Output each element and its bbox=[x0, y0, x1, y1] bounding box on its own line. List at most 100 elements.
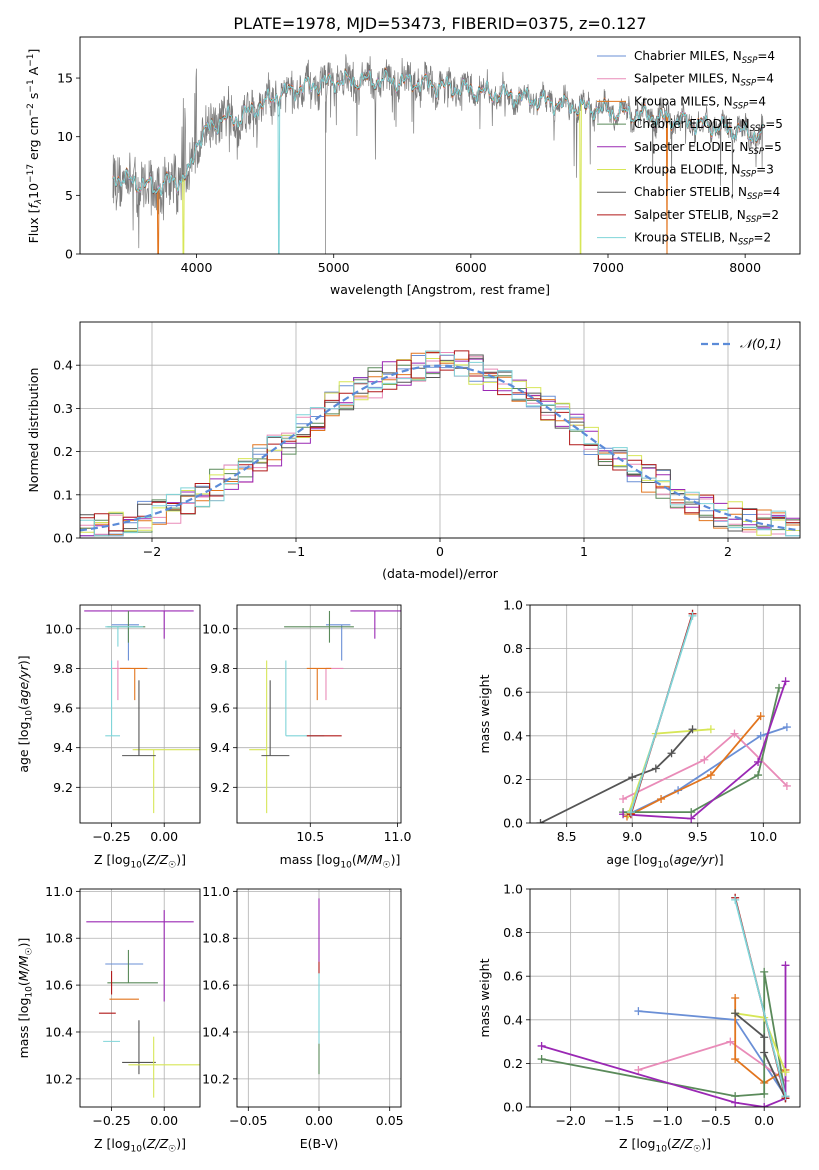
y-tick-label: 0.0 bbox=[503, 816, 523, 831]
x-tick-label: −1 bbox=[287, 544, 305, 559]
x-tick-label: 2 bbox=[724, 544, 732, 559]
errorbar-kroupa-elodie bbox=[132, 749, 200, 814]
y-tick-label: 15 bbox=[57, 71, 73, 86]
panel-weight-vs-Z: −2.0 −1.5 −1.0 −0.5 0.0 0.0 0.2 0.4 0.6 0.8 1.0 Z [… bbox=[477, 882, 801, 1155]
weight-marker bbox=[726, 1037, 735, 1046]
weight-line bbox=[627, 728, 711, 815]
weight-marker bbox=[537, 1055, 546, 1064]
weight-marker bbox=[706, 725, 715, 734]
axes-frame bbox=[79, 36, 801, 255]
weight-marker bbox=[760, 1048, 769, 1057]
x-tick-label: −2.0 bbox=[555, 1113, 585, 1128]
weight-series-chabrier-stelib bbox=[536, 725, 697, 823]
weight-marker bbox=[687, 814, 696, 823]
y-axis-label: mass [log10(M/M☉)] bbox=[16, 938, 35, 1059]
weight-series-kroupa-stelib bbox=[731, 895, 790, 1101]
x-tick-label: 10.5 bbox=[296, 829, 324, 844]
y-tick-label: 0.2 bbox=[503, 1056, 523, 1071]
errorbar-chabrier-elodie bbox=[284, 610, 354, 643]
weight-series-salpeter-elodie bbox=[537, 961, 790, 1107]
y-tick-label: 0.3 bbox=[53, 401, 73, 416]
x-tick-label: 11.0 bbox=[384, 829, 412, 844]
weight-marker bbox=[700, 755, 709, 764]
legend-entry: Chabrier ELODIE, NSSP=5 bbox=[634, 117, 783, 134]
errorbar-chabrier-elodie bbox=[107, 949, 158, 984]
errorbar-salpeter-elodie bbox=[84, 610, 194, 639]
weight-line bbox=[734, 1012, 787, 1099]
weight-marker bbox=[756, 731, 765, 740]
weight-series-salpeter-miles bbox=[634, 1037, 790, 1085]
plot-area bbox=[80, 350, 800, 537]
y-tick-label: 0.0 bbox=[53, 531, 73, 546]
weight-marker bbox=[651, 764, 660, 773]
weight-marker bbox=[760, 1089, 769, 1098]
errorbar-kroupa-stelib bbox=[105, 660, 120, 737]
x-tick-label: −1.0 bbox=[652, 1113, 682, 1128]
y-tick-label: 0.4 bbox=[503, 1012, 523, 1027]
weight-series-chabrier-stelib bbox=[731, 1009, 790, 1103]
axes-frame bbox=[236, 604, 402, 824]
errorbar-chabrier-stelib bbox=[122, 680, 156, 757]
weight-line bbox=[623, 681, 787, 820]
errorbar-kroupa-stelib bbox=[285, 660, 325, 737]
x-tick-label: 9.0 bbox=[622, 829, 642, 844]
y-tick-label: 9.2 bbox=[210, 780, 230, 795]
axes-frame bbox=[529, 604, 801, 824]
y-tick-label: 10.2 bbox=[202, 1071, 230, 1086]
weight-marker bbox=[731, 1098, 740, 1107]
y-tick-label: 5 bbox=[65, 188, 73, 203]
histogram-salpeter-stelib bbox=[80, 350, 800, 532]
weight-line bbox=[541, 965, 787, 1107]
y-tick-label: 9.6 bbox=[210, 701, 230, 716]
y-tick-label: 0.4 bbox=[53, 358, 73, 373]
x-tick-label: −1.5 bbox=[604, 1113, 634, 1128]
y-tick-label: 0 bbox=[65, 247, 73, 262]
weight-marker bbox=[782, 723, 791, 732]
weight-marker bbox=[731, 1009, 740, 1018]
histogram-kroupa-stelib bbox=[80, 350, 800, 537]
y-tick-label: 11.0 bbox=[45, 884, 73, 899]
x-tick-label: 8000 bbox=[729, 260, 761, 275]
weight-line bbox=[622, 732, 788, 800]
plot-area bbox=[86, 910, 200, 1098]
legend-entry: Kroupa STELIB, NSSP=2 bbox=[634, 231, 771, 248]
y-tick-label: 0.6 bbox=[503, 969, 523, 984]
legend-entry: Chabrier MILES, NSSP=4 bbox=[634, 49, 775, 66]
errorbar-salpeter-elodie bbox=[86, 910, 194, 1002]
weight-line bbox=[626, 715, 762, 818]
model-spectrum-kroupa-stelib bbox=[112, 70, 764, 254]
weight-marker bbox=[731, 1055, 740, 1064]
y-tick-label: 10.8 bbox=[45, 931, 73, 946]
x-tick-label: −0.5 bbox=[701, 1113, 731, 1128]
panel-age-vs-mass: 10.5 11.0 9.2 9.4 9.6 9.8 10.0 mass [log10(M/M☉… bbox=[202, 604, 412, 871]
y-axis-label: mass weight bbox=[477, 958, 492, 1037]
weight-marker bbox=[731, 994, 740, 1002]
x-tick-label: 7000 bbox=[592, 260, 624, 275]
legend-entry: Salpeter MILES, NSSP=4 bbox=[634, 72, 774, 89]
y-tick-label: 9.8 bbox=[210, 661, 230, 676]
legend-entry: Salpeter ELODIE, NSSP=5 bbox=[634, 140, 782, 157]
x-tick-label: −0.05 bbox=[229, 1113, 267, 1128]
panel-residuals: −2 −1 0 1 2 0.0 0.1 0.2 0.3 0.4 𝒩(0,1) (data-model)… bbox=[26, 321, 801, 581]
weight-marker bbox=[667, 749, 676, 758]
x-tick-label: −0.25 bbox=[92, 1113, 130, 1128]
weight-marker bbox=[760, 1103, 769, 1107]
weight-series-chabrier-elodie bbox=[619, 683, 784, 817]
errorbar-chabrier-miles bbox=[111, 624, 139, 661]
x-axis-label: mass [log10(M/M☉)] bbox=[280, 852, 401, 871]
y-tick-label: 9.6 bbox=[53, 701, 73, 716]
y-tick-label: 10.4 bbox=[202, 1024, 230, 1039]
y-tick-label: 1.0 bbox=[503, 598, 523, 613]
y-tick-label: 10.0 bbox=[45, 621, 73, 636]
x-tick-label: 0.0 bbox=[754, 1113, 774, 1128]
x-tick-label: 5000 bbox=[318, 260, 350, 275]
x-tick-label: 0 bbox=[436, 544, 444, 559]
normal-reference-curve bbox=[80, 364, 800, 532]
weight-line bbox=[734, 899, 787, 1097]
weight-marker bbox=[760, 967, 769, 976]
y-tick-label: 0.4 bbox=[503, 728, 523, 743]
y-axis-label: mass weight bbox=[477, 674, 492, 753]
weight-series-salpeter-miles bbox=[619, 729, 791, 804]
y-axis-label: age [log10(age/yr)] bbox=[16, 655, 35, 772]
